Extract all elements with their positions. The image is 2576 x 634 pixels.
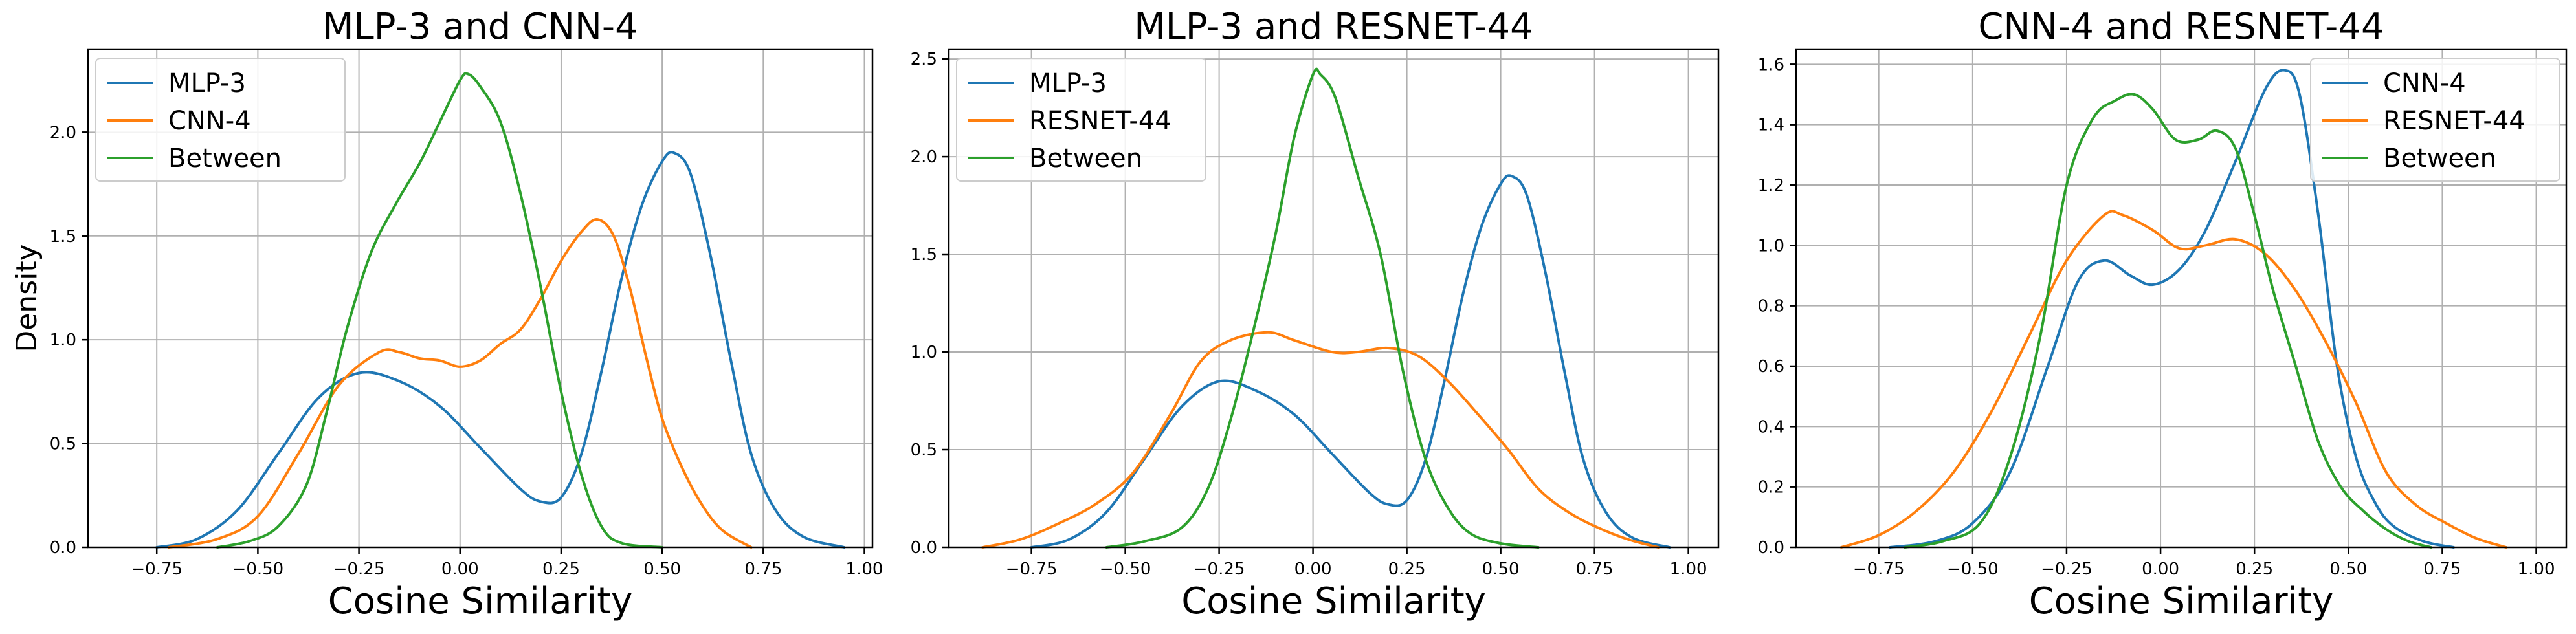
x-tick-label: 0.25	[542, 560, 580, 579]
chart-panel-1: −0.75 −0.50 −0.25 0.00 0.25 0.50 0.75 1.00 0.0 0.…	[10, 6, 883, 622]
y-tick-label: 0.5	[50, 435, 76, 454]
density-curve-between	[1105, 67, 1540, 549]
legend-label: MLP-3	[1029, 69, 1107, 98]
chart-title: CNN-4 and RESNET-44	[1978, 6, 2384, 48]
y-tick-label: 0.0	[1758, 538, 1784, 558]
x-tick-label: 0.25	[1388, 560, 1426, 579]
x-axis-label: Cosine Similarity	[2029, 580, 2334, 622]
axes-frame	[87, 48, 874, 549]
y-axis-label: Density	[10, 244, 43, 352]
legend-label: MLP-3	[168, 69, 246, 98]
legend-label: Between	[1029, 144, 1142, 173]
x-tick-label: −0.25	[333, 560, 385, 579]
legend-label: CNN-4	[168, 106, 251, 136]
x-tick-label: 0.50	[1482, 560, 1520, 579]
chart-panel-2: −0.75 −0.50 −0.25 0.00 0.25 0.50 0.75 1.00 0.0 0.…	[911, 6, 1720, 622]
x-tick-label: 1.00	[2518, 560, 2555, 579]
y-tick-label: 1.5	[50, 227, 76, 246]
x-tick-label: −0.50	[232, 560, 284, 579]
y-tick-label: 1.0	[1758, 236, 1784, 256]
x-tick-label: 0.75	[744, 560, 782, 579]
density-curve-cnn-4	[167, 218, 753, 549]
y-tick-label: 2.0	[911, 148, 937, 167]
x-tick-label: −0.25	[2041, 560, 2093, 579]
x-tick-label: 0.00	[2142, 560, 2179, 579]
density-curve-mlp-3	[1030, 174, 1671, 549]
y-tick-label: 1.6	[1758, 55, 1784, 74]
legend-label: Between	[2383, 144, 2496, 173]
legend: CNN-4 RESNET-44 Between	[2310, 58, 2560, 182]
y-tick-label: 0.2	[1758, 478, 1784, 497]
x-tick-label: −0.75	[1006, 560, 1058, 579]
x-tick-label: 0.50	[2329, 560, 2367, 579]
density-curve-cnn-4	[1889, 69, 2455, 549]
x-tick-label: −0.75	[131, 560, 183, 579]
legend-label: RESNET-44	[2383, 106, 2526, 136]
chart-panel-3: −0.75 −0.50 −0.25 0.00 0.25 0.50 0.75 1.00 0.0 0.…	[1758, 6, 2568, 622]
y-tick-label: 1.4	[1758, 116, 1784, 135]
y-tick-label: 2.0	[50, 123, 76, 142]
x-tick-label: −0.50	[1947, 560, 1999, 579]
y-tick-label: 0.4	[1758, 417, 1784, 437]
legend: MLP-3 CNN-4 Between	[95, 58, 346, 182]
y-tick-label: 0.6	[1758, 357, 1784, 377]
density-curve-between	[1904, 93, 2432, 549]
x-tick-label: 0.00	[441, 560, 479, 579]
x-tick-label: 0.00	[1294, 560, 1332, 579]
x-tick-label: −0.75	[1853, 560, 1905, 579]
x-tick-label: 0.75	[2423, 560, 2461, 579]
density-curve-resnet-44	[981, 331, 1660, 549]
legend-label: Between	[168, 144, 282, 173]
density-curve-between	[216, 72, 664, 549]
x-tick-label: 1.00	[1670, 560, 1707, 579]
y-tick-label: 2.5	[911, 50, 937, 69]
legend-box	[956, 58, 1206, 182]
x-axis-label: Cosine Similarity	[328, 580, 633, 622]
y-tick-label: 0.0	[50, 538, 76, 558]
legend-box	[2310, 58, 2560, 182]
x-tick-label: −0.25	[1194, 560, 1245, 579]
y-tick-label: 0.0	[911, 538, 937, 558]
x-tick-label: 1.00	[846, 560, 883, 579]
legend: MLP-3 RESNET-44 Between	[956, 58, 1206, 182]
axes-frame	[948, 48, 1720, 549]
density-curve-mlp-3	[155, 151, 846, 549]
y-tick-label: 1.5	[911, 245, 937, 265]
axes-frame	[1795, 48, 2568, 549]
y-tick-label: 1.0	[911, 343, 937, 362]
y-tick-label: 1.2	[1758, 176, 1784, 195]
chart-title: MLP-3 and RESNET-44	[1134, 6, 1533, 48]
density-curve-resnet-44	[1839, 210, 2508, 549]
y-tick-label: 0.8	[1758, 297, 1784, 316]
chart-title: MLP-3 and CNN-4	[322, 6, 638, 48]
x-tick-label: 0.75	[1576, 560, 1614, 579]
x-tick-label: 0.25	[2236, 560, 2273, 579]
x-tick-label: −0.50	[1100, 560, 1151, 579]
y-tick-label: 0.5	[911, 441, 937, 460]
legend-label: RESNET-44	[1029, 106, 1171, 136]
x-axis-label: Cosine Similarity	[1181, 580, 1486, 622]
legend-label: CNN-4	[2383, 69, 2466, 98]
x-tick-label: 0.50	[643, 560, 681, 579]
legend-box	[95, 58, 346, 182]
y-tick-label: 1.0	[50, 331, 76, 350]
